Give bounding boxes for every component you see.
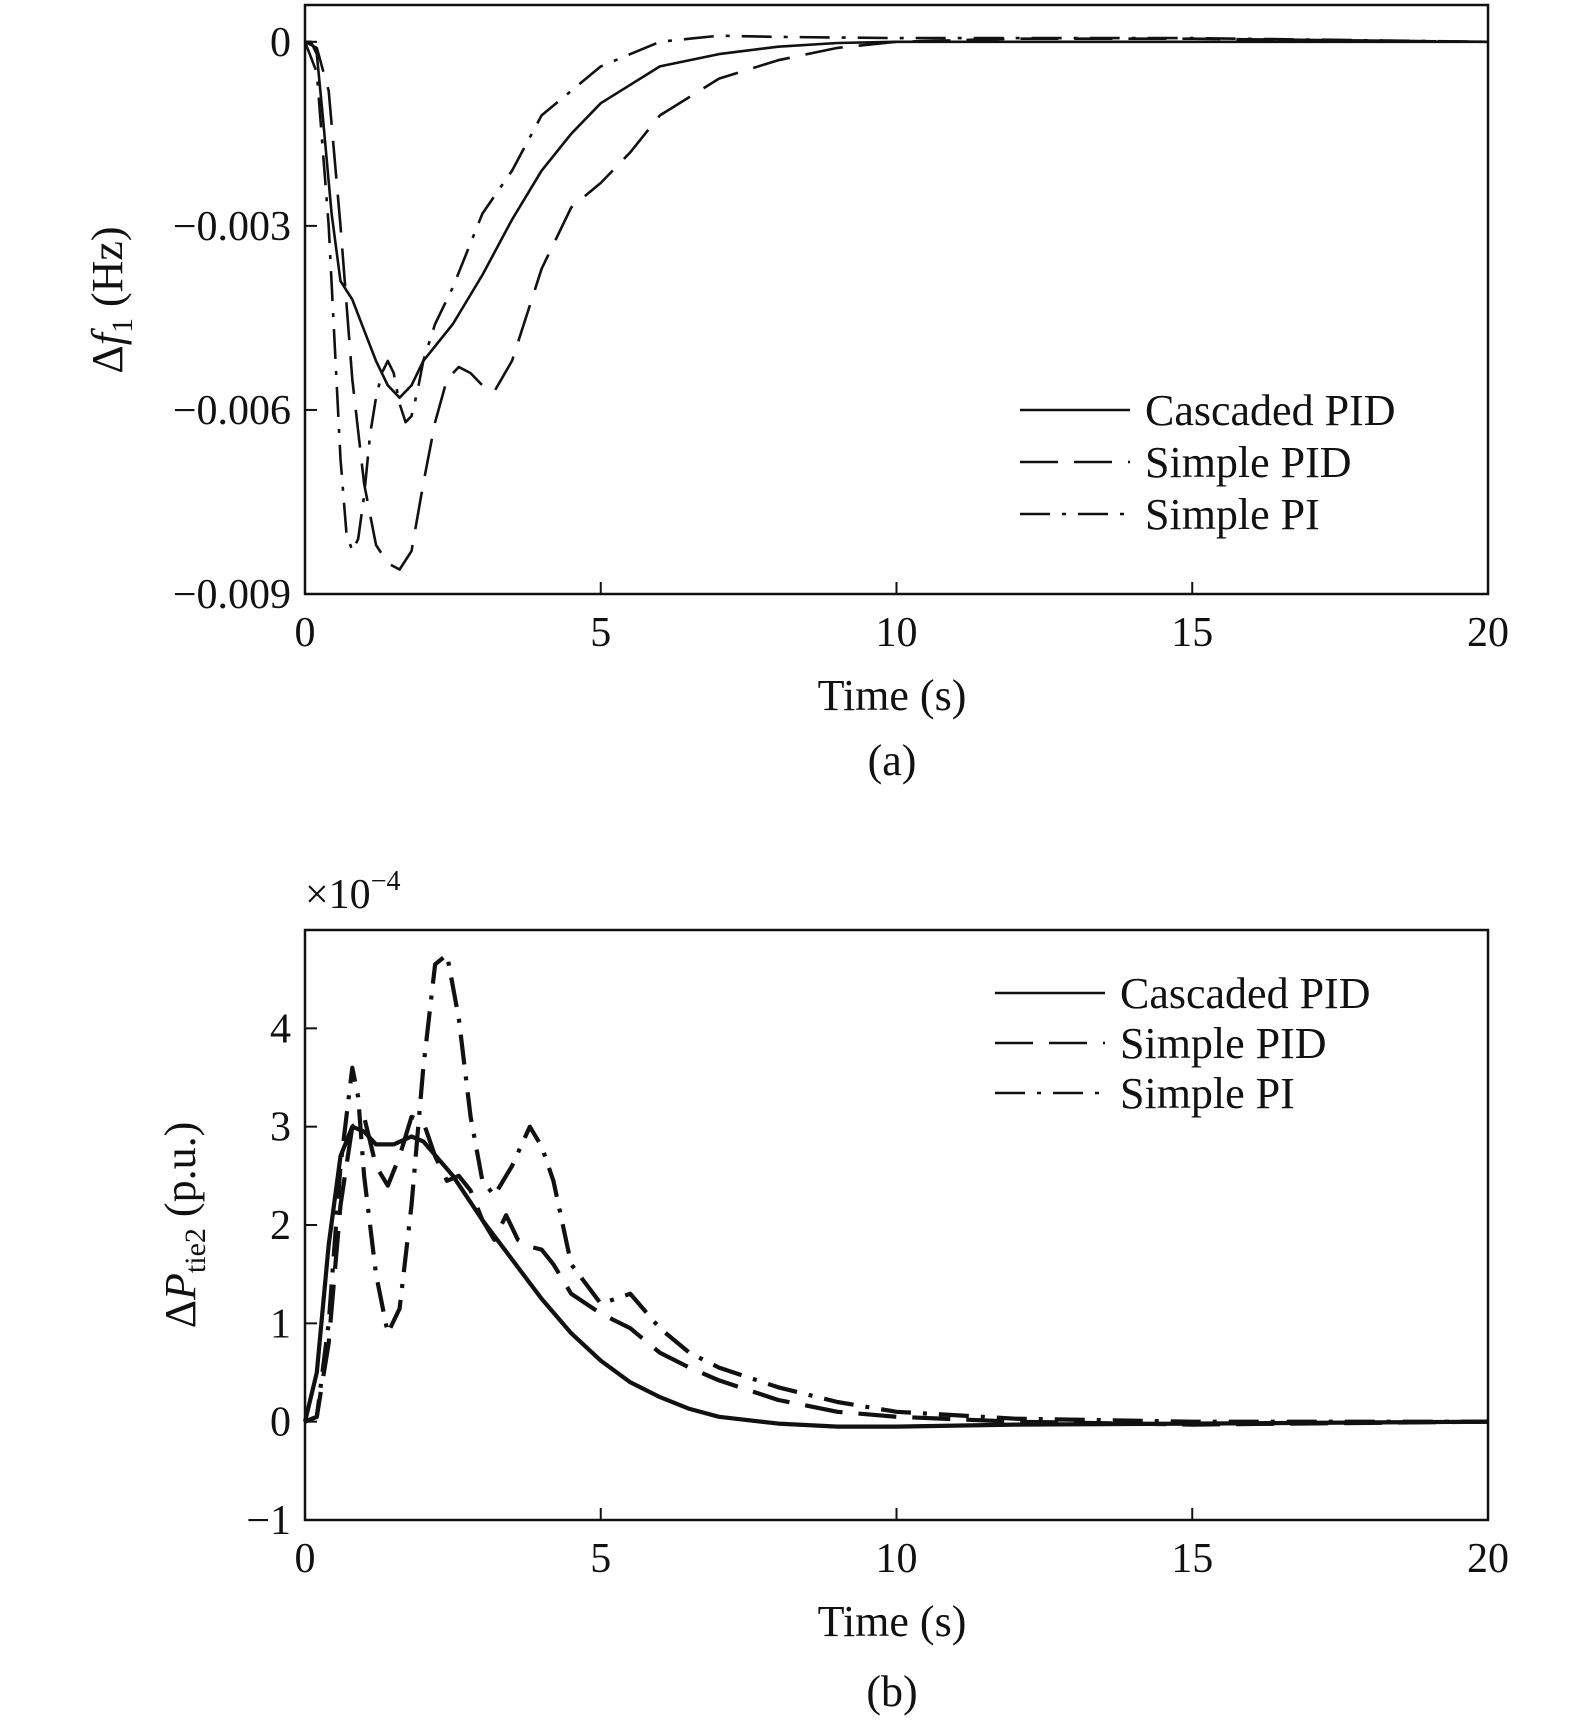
x-tick-label: 10: [876, 610, 918, 656]
panel-a-ylabel: Δf1 (Hz): [83, 226, 139, 373]
legend-label: Cascaded PID: [1145, 386, 1396, 435]
y-tick-label: −1: [246, 1498, 291, 1544]
y-tick-label: 1: [270, 1301, 291, 1347]
y-tick-label: −0.003: [173, 204, 291, 250]
series-line-solid: [305, 40, 1488, 399]
x-tick-label: 15: [1171, 610, 1213, 656]
x-tick-label: 0: [295, 1536, 316, 1582]
legend-label: Simple PI: [1120, 1069, 1295, 1118]
x-tick-label: 15: [1171, 1536, 1213, 1582]
legend-label: Cascaded PID: [1120, 969, 1371, 1018]
legend-label: Simple PID: [1145, 438, 1352, 487]
y-tick-label: 0: [270, 1400, 291, 1446]
panel-b-multiplier: ×10−4: [305, 866, 400, 918]
legend-label: Simple PID: [1120, 1019, 1327, 1068]
legend-label: Simple PI: [1145, 490, 1320, 539]
series-line-dashed: [304, 37, 1489, 571]
panel-a-series: [303, 34, 1489, 571]
panel-a-caption: (a): [868, 736, 917, 785]
panel-b-xlabel: Time (s): [818, 1597, 967, 1646]
y-tick-label: −0.006: [173, 388, 291, 434]
panel-b-ylabel: ΔPtie2 (p.u.): [156, 1122, 212, 1329]
x-tick-label: 0: [295, 610, 316, 656]
x-tick-label: 10: [876, 1536, 918, 1582]
panel-a-ticks: 0 5 10 15 20 0 −0.003 −0.006 −0.009: [173, 20, 1509, 656]
x-tick-label: 5: [590, 1536, 611, 1582]
panel-b-series: [302, 952, 1489, 1429]
y-tick-label: 4: [270, 1006, 291, 1052]
x-tick-label: 20: [1467, 1536, 1509, 1582]
y-tick-label: −0.009: [173, 572, 291, 618]
x-tick-label: 20: [1467, 610, 1509, 656]
x-tick-label: 5: [590, 610, 611, 656]
y-tick-label: 2: [270, 1203, 291, 1249]
panel-a: 0 5 10 15 20 0 −0.003 −0.006 −0.009 Time (s) Δf1…: [83, 3, 1509, 785]
series-line-dashed: [304, 1114, 1489, 1427]
panel-a-xlabel: Time (s): [818, 671, 967, 720]
series-line-dash-dot: [304, 952, 1488, 1424]
panel-b-caption: (b): [866, 1667, 917, 1716]
y-tick-label: 3: [270, 1105, 291, 1151]
y-tick-label: 0: [270, 20, 291, 66]
